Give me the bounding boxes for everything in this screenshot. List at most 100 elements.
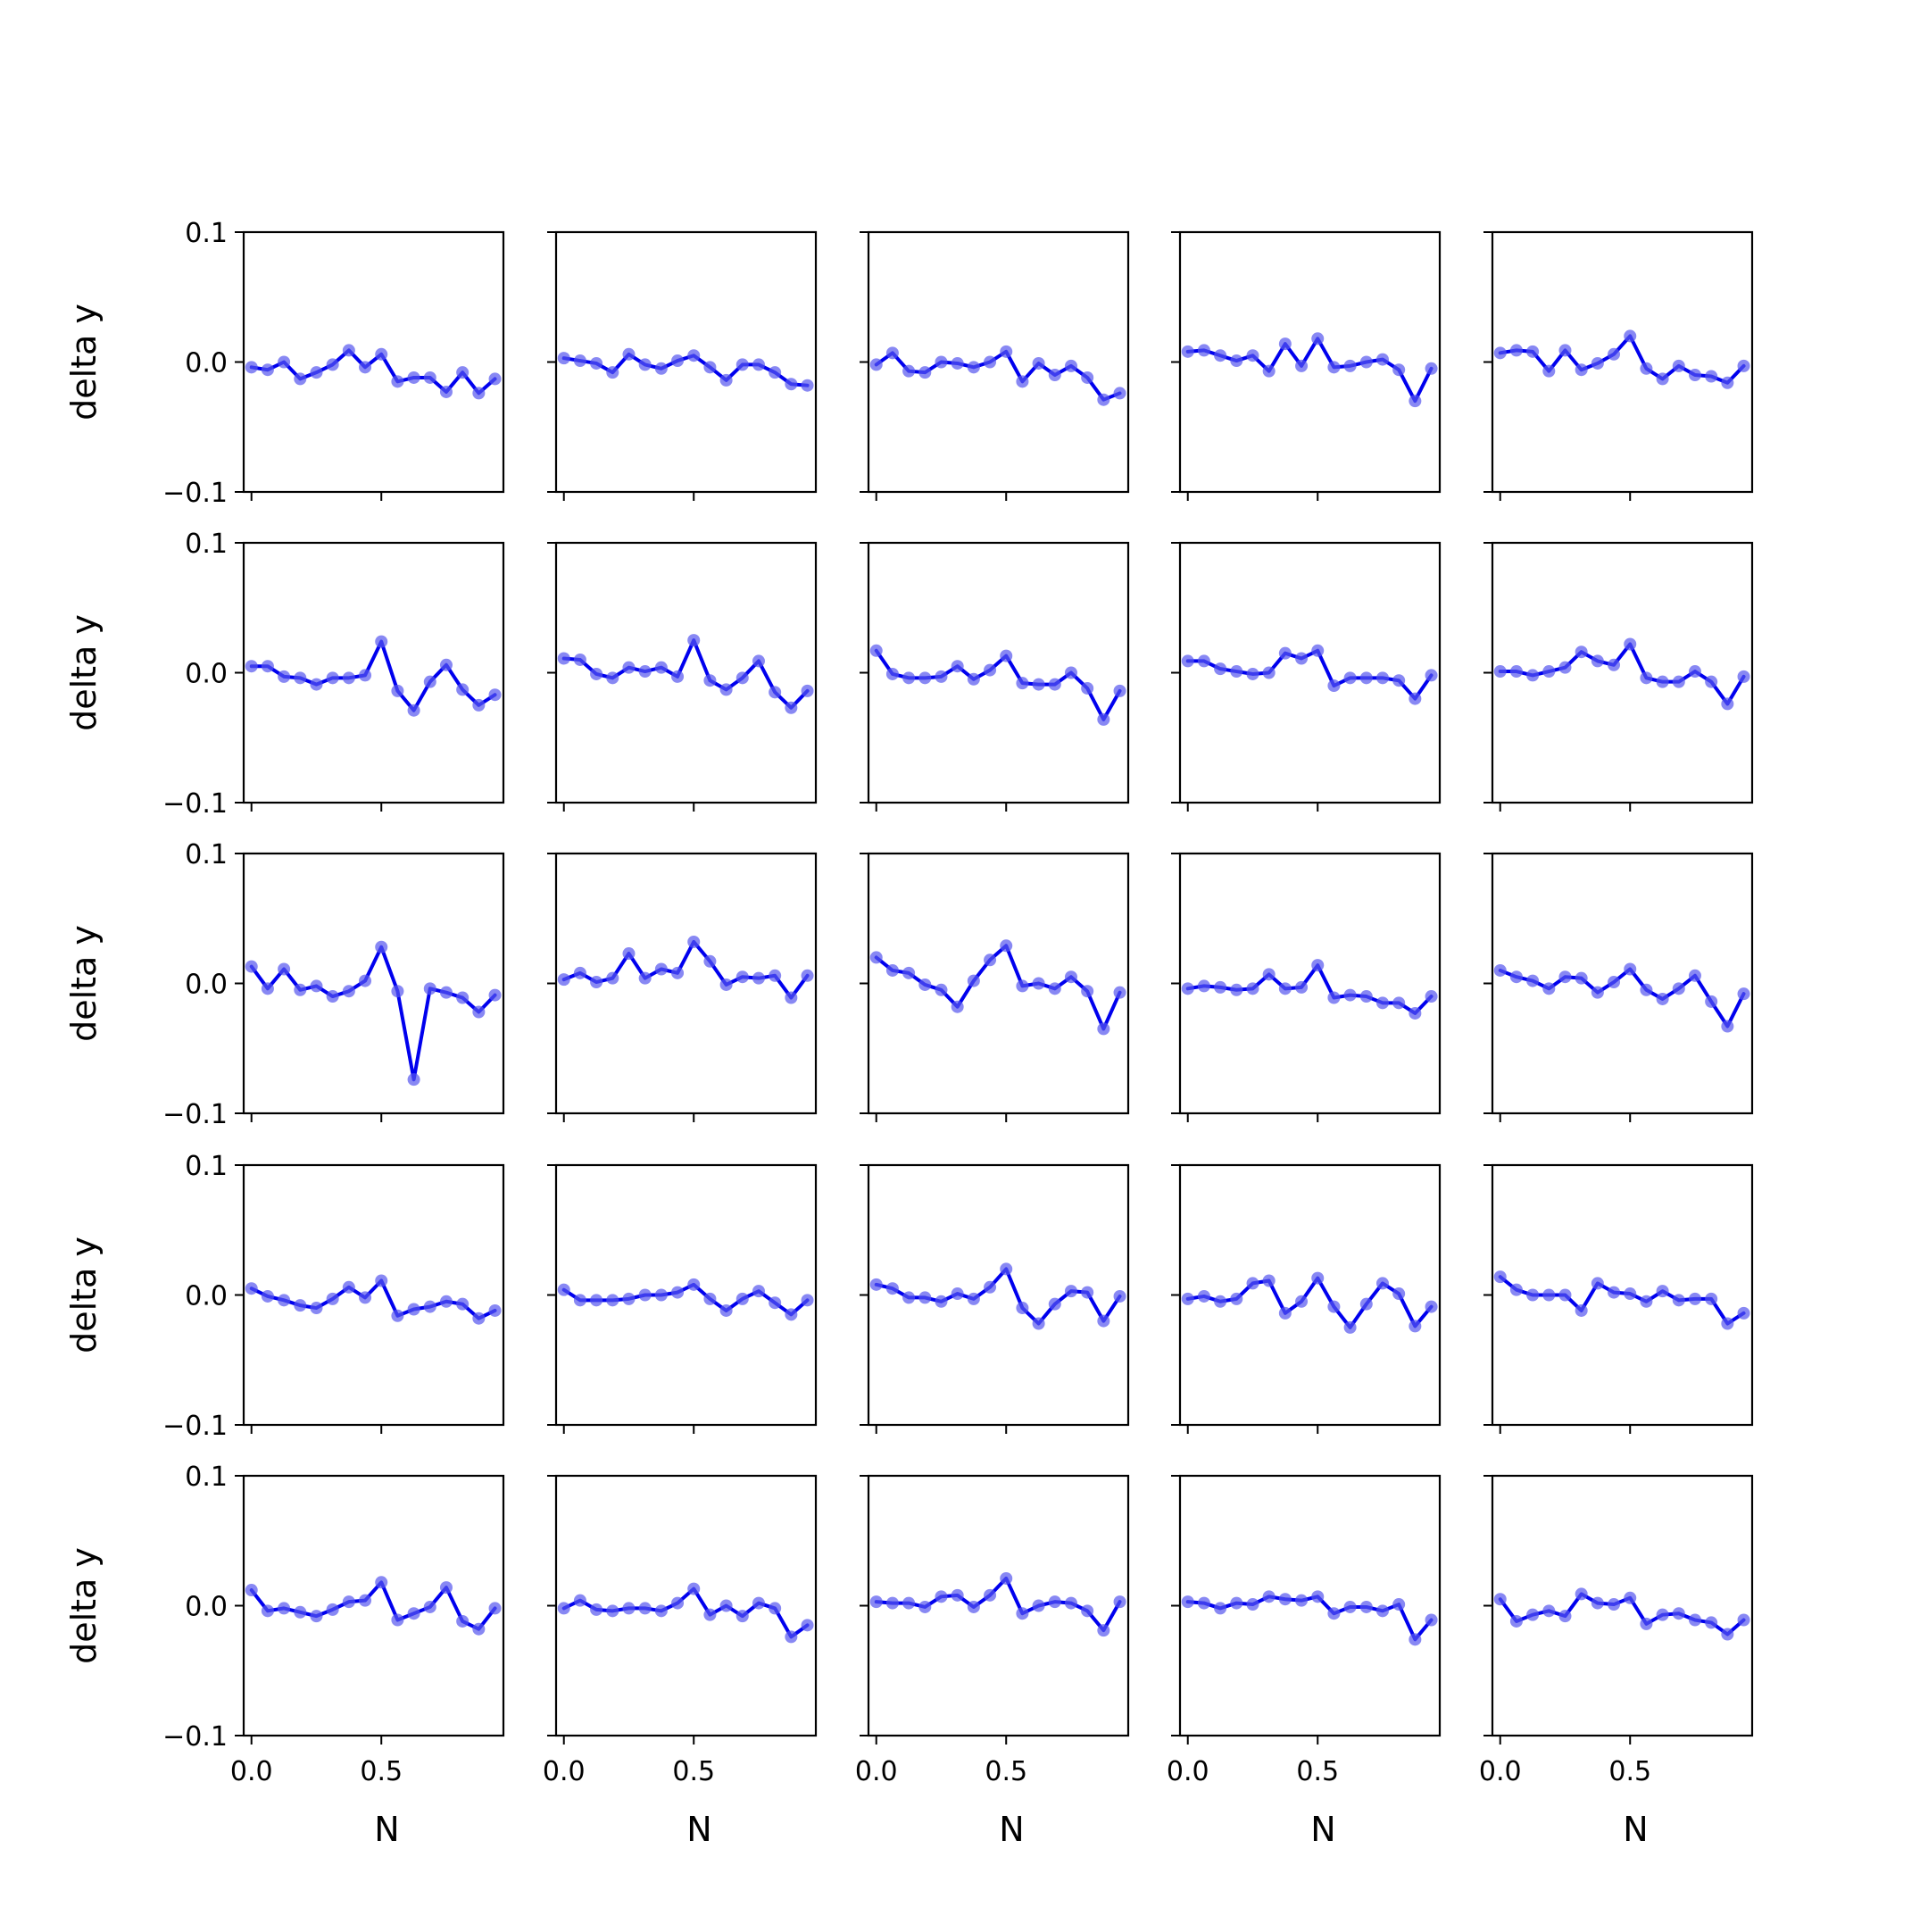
panel-4-4-point xyxy=(1181,1292,1194,1305)
panel-3-5-point xyxy=(1672,982,1685,995)
panel-4-1-point xyxy=(375,1274,388,1287)
panel-3-5-point xyxy=(1721,1020,1734,1033)
panel-4-1-series-line xyxy=(249,1278,497,1320)
ytick-label: −0.1 xyxy=(162,1411,228,1442)
panel-2-1-point xyxy=(439,658,453,671)
panel-3-3-point xyxy=(1000,939,1013,953)
panel-5-2-point xyxy=(622,1602,636,1615)
panel-3-2-point xyxy=(687,935,701,948)
panel-5-3-point xyxy=(918,1600,932,1613)
panel-3-5-point xyxy=(1509,970,1523,984)
panel-5-3-point xyxy=(885,1596,899,1610)
panel-2-3-point xyxy=(869,644,883,657)
panel-3-5-point xyxy=(1656,992,1669,1005)
panel-5-2-point xyxy=(671,1596,685,1610)
panel-2-5-point xyxy=(1575,645,1588,659)
panel-4-1-point xyxy=(310,1302,323,1315)
panel-3-5-point xyxy=(1624,962,1637,976)
panel-1-5-point xyxy=(1493,346,1507,360)
panel-2-1-point xyxy=(472,698,486,712)
ytick-label: 0.0 xyxy=(185,1281,228,1312)
panel-3-1-point xyxy=(261,982,274,995)
panel-4-4-point xyxy=(1278,1306,1292,1320)
panel-3-5-point xyxy=(1737,987,1750,1001)
y-axis-label: delta y xyxy=(64,614,104,731)
panel-4-3-point xyxy=(869,1278,883,1291)
panel-5-2-point xyxy=(557,1602,570,1615)
panel-1-1-point xyxy=(488,372,502,386)
panel-1-4-point xyxy=(1359,355,1373,369)
panel-3-4-point xyxy=(1392,996,1406,1010)
panel-2-4-point xyxy=(1311,644,1325,657)
panel-2-1-point xyxy=(326,671,339,685)
panel-4-2-point xyxy=(573,1294,586,1307)
panel-3-1-point xyxy=(245,960,258,973)
panel-3-5-point xyxy=(1640,983,1653,996)
panel-5-5-point xyxy=(1526,1608,1540,1621)
panel-4-1-point xyxy=(245,1282,258,1295)
panel-4-3-point xyxy=(1048,1297,1061,1311)
panel-2-4-point xyxy=(1197,654,1210,668)
panel-4-1-point xyxy=(472,1312,486,1325)
panel-2-2-point xyxy=(557,652,570,665)
ytick-label: 0.0 xyxy=(185,659,228,690)
panel-5-2-point xyxy=(606,1604,619,1618)
panel-1-4-point xyxy=(1343,359,1357,372)
panel-3-2-point xyxy=(557,973,570,987)
panel-5-1-point xyxy=(488,1602,502,1615)
ytick-label: −0.1 xyxy=(162,1721,228,1753)
panel-4-3-point xyxy=(1000,1262,1013,1276)
panel-3-1-point xyxy=(310,979,323,993)
panel-1-5-point xyxy=(1688,369,1701,382)
panel-2-3-point xyxy=(1081,681,1094,695)
panel-2-3-point xyxy=(1000,649,1013,662)
panel-4-2-point xyxy=(638,1288,652,1302)
panel-5-3-point xyxy=(967,1600,980,1613)
panel-4-3-point xyxy=(984,1280,997,1294)
ytick-label: −0.1 xyxy=(162,1099,228,1130)
panel-1-2-point xyxy=(622,347,636,361)
panel-3-3-point xyxy=(902,966,916,979)
y-axis-label: delta y xyxy=(64,304,104,421)
panel-5-4-series-line xyxy=(1185,1595,1434,1642)
panel-3-1-point xyxy=(294,983,307,996)
panel-2-5-point xyxy=(1526,669,1540,682)
xtick-label: 0.5 xyxy=(672,1756,715,1787)
panel-4-1-point xyxy=(326,1292,339,1305)
panel-1-2-point xyxy=(638,358,652,371)
panel-3-3-point xyxy=(885,963,899,977)
panel-4-4-point xyxy=(1230,1292,1243,1305)
panel-4-5-point xyxy=(1721,1317,1734,1330)
ytick-label: 0.0 xyxy=(185,970,228,1001)
panel-2-4-point xyxy=(1425,669,1438,682)
panel-5-3-point xyxy=(1064,1596,1077,1610)
panel-5-2-series-line xyxy=(561,1586,810,1639)
panel-4-3-series-line xyxy=(874,1267,1122,1326)
panel-3-1-point xyxy=(407,1073,420,1087)
panel-5-2-point xyxy=(638,1602,652,1615)
panel-1-5-point xyxy=(1526,345,1540,358)
panel-5-1-point xyxy=(261,1604,274,1618)
panel-2-4-point xyxy=(1214,662,1227,676)
panel-1-2-point xyxy=(590,356,603,370)
panel-5-5-point xyxy=(1672,1607,1685,1620)
panel-2-5-point xyxy=(1608,658,1621,671)
panel-1-5-point xyxy=(1575,363,1588,377)
panel-3-1-point xyxy=(342,985,355,998)
panel-4-4-point xyxy=(1327,1300,1341,1313)
panel-2-1-point xyxy=(310,678,323,691)
panel-1-3-point xyxy=(1000,345,1013,358)
panel-2-4-point xyxy=(1295,652,1309,665)
panel-1-4-point xyxy=(1425,362,1438,375)
panel-1-5-point xyxy=(1705,370,1718,383)
panel-1-4-point xyxy=(1230,354,1243,368)
panel-4-1-point xyxy=(423,1300,436,1313)
panel-2-2-point xyxy=(752,654,765,668)
panel-1-1-point xyxy=(326,358,339,371)
panel-2-2-series-line xyxy=(561,638,810,710)
panel-3-2-point xyxy=(785,991,798,1004)
panel-3-4-point xyxy=(1246,982,1259,995)
panel-4-5-series-line xyxy=(1498,1275,1746,1326)
panel-3-3-point xyxy=(1048,982,1061,995)
